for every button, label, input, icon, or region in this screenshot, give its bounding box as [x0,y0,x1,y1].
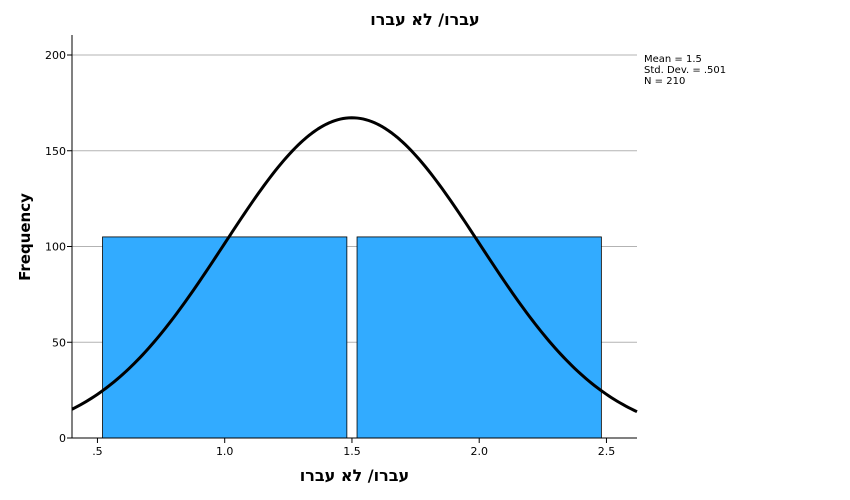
mean-stat: Mean = 1.5 [644,54,702,65]
y-axis-label: Frequency [16,193,34,281]
statistics-box: Mean = 1.5 Std. Dev. = .501 N = 210 [644,54,726,87]
x-tick-label: 2.0 [470,445,488,458]
y-tick-label: 200 [45,49,66,62]
y-tick-label: 50 [52,336,66,349]
normal-curve [71,116,638,414]
y-tick-label: 150 [45,145,66,158]
x-tick-label: 1.0 [216,445,234,458]
y-tick-label: 100 [45,241,66,254]
x-tick-label: 1.5 [343,445,361,458]
histogram-bar-2 [356,236,602,439]
histogram-bar-1 [102,236,348,439]
std-dev-stat: Std. Dev. = .501 [644,65,727,76]
y-tick-label: 0 [59,432,66,445]
x-axis-label: עברו/ לא עברו [299,466,410,485]
x-tick-label: .5 [92,445,103,458]
chart-title: עברו/ לא עברו [370,10,480,29]
x-tick-label: 2.5 [598,445,616,458]
n-stat: N = 210 [644,76,686,87]
